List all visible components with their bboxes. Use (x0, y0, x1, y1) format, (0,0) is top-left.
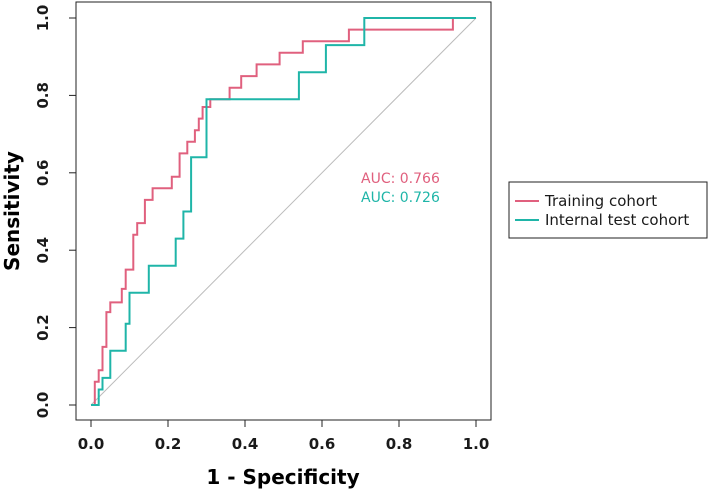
auc-label-training: AUC: 0.766 (361, 171, 440, 187)
y-tick-label: 0.2 (34, 314, 52, 341)
y-axis: 0.0 0.2 0.4 0.6 0.8 1.0 (34, 5, 77, 419)
x-axis-title: 1 - Specificity (206, 465, 359, 489)
legend-label-training: Training cohort (544, 192, 657, 210)
y-tick-label: 0.0 (34, 392, 52, 419)
legend-label-test: Internal test cohort (545, 211, 689, 229)
y-axis-title: Sensitivity (0, 151, 24, 271)
y-tick-label: 0.8 (34, 82, 52, 109)
auc-label-test: AUC: 0.726 (361, 190, 440, 206)
x-tick-label: 0.0 (78, 435, 105, 453)
legend-box (508, 181, 708, 239)
reference-diagonal (90, 17, 477, 406)
series-layer (91, 17, 476, 406)
y-tick-label: 1.0 (34, 5, 52, 32)
x-tick-label: 0.6 (309, 435, 336, 453)
y-tick-label: 0.4 (34, 237, 52, 264)
x-tick-label: 0.4 (232, 435, 259, 453)
x-tick-label: 0.2 (155, 435, 182, 453)
legend: Training cohort Internal test cohort (508, 181, 708, 239)
series-line-test (91, 17, 476, 406)
x-tick-label: 1.0 (463, 435, 490, 453)
y-tick-label: 0.6 (34, 160, 52, 187)
x-tick-label: 0.8 (386, 435, 413, 453)
series-line-training (91, 17, 476, 406)
x-axis: 0.0 0.2 0.4 0.6 0.8 1.0 (78, 419, 490, 453)
